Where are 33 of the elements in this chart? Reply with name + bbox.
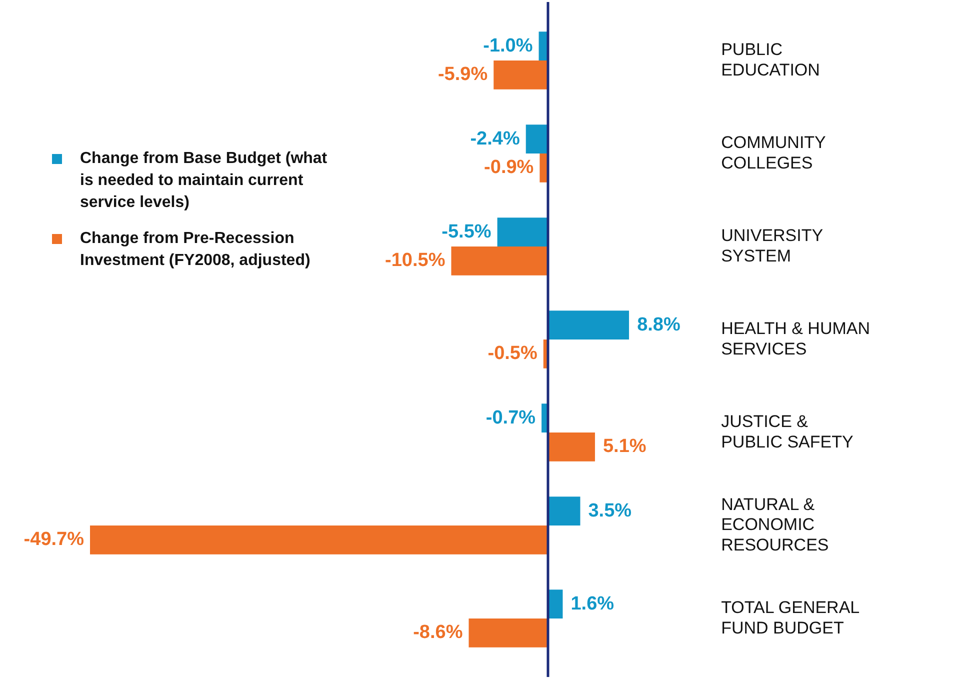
y-tick-label: TOTAL GENERAL FUND BUDGET bbox=[721, 598, 860, 638]
bar bbox=[497, 218, 548, 246]
data-label: -5.5% bbox=[442, 221, 492, 242]
bar bbox=[548, 432, 595, 462]
data-label: -0.5% bbox=[488, 343, 538, 364]
bar bbox=[526, 124, 548, 154]
y-tick-label: PUBLIC EDUCATION bbox=[721, 40, 820, 80]
data-label: 5.1% bbox=[602, 436, 646, 458]
data-label: -8.6% bbox=[413, 622, 463, 644]
y-tick-label: HEALTH & HUMAN SERVICES bbox=[721, 318, 870, 358]
legend-label: Change from Base Budget (what is needed to maintain current service levels) bbox=[80, 149, 328, 213]
bar bbox=[548, 496, 580, 526]
y-tick-label: COMMUNITY COLLEGES bbox=[721, 132, 826, 172]
data-label: -10.5% bbox=[385, 250, 446, 272]
bar bbox=[468, 618, 548, 648]
data-label: -5.9% bbox=[438, 64, 488, 86]
bar bbox=[548, 310, 630, 340]
data-label: -49.7% bbox=[24, 529, 84, 550]
data-label: -0.7% bbox=[486, 407, 536, 428]
bar bbox=[90, 526, 548, 554]
bar bbox=[548, 590, 563, 618]
y-tick-label: JUSTICE & PUBLIC SAFETY bbox=[721, 412, 854, 452]
data-label: 8.8% bbox=[637, 314, 680, 336]
data-label: 3.5% bbox=[588, 500, 632, 522]
y-tick-label: NATURAL & ECONOMIC RESOURCES bbox=[721, 494, 829, 555]
data-label: -1.0% bbox=[483, 35, 533, 56]
bar bbox=[451, 246, 548, 276]
data-label: -0.9% bbox=[484, 157, 534, 178]
y-tick-label: UNIVERSITY SYSTEM bbox=[721, 226, 824, 266]
data-label: -2.4% bbox=[470, 128, 520, 150]
bar bbox=[494, 60, 548, 90]
data-label: 1.6% bbox=[570, 593, 614, 614]
legend-label: Change from Pre-Recession Investment (FY2008, adjusted) bbox=[80, 229, 312, 271]
